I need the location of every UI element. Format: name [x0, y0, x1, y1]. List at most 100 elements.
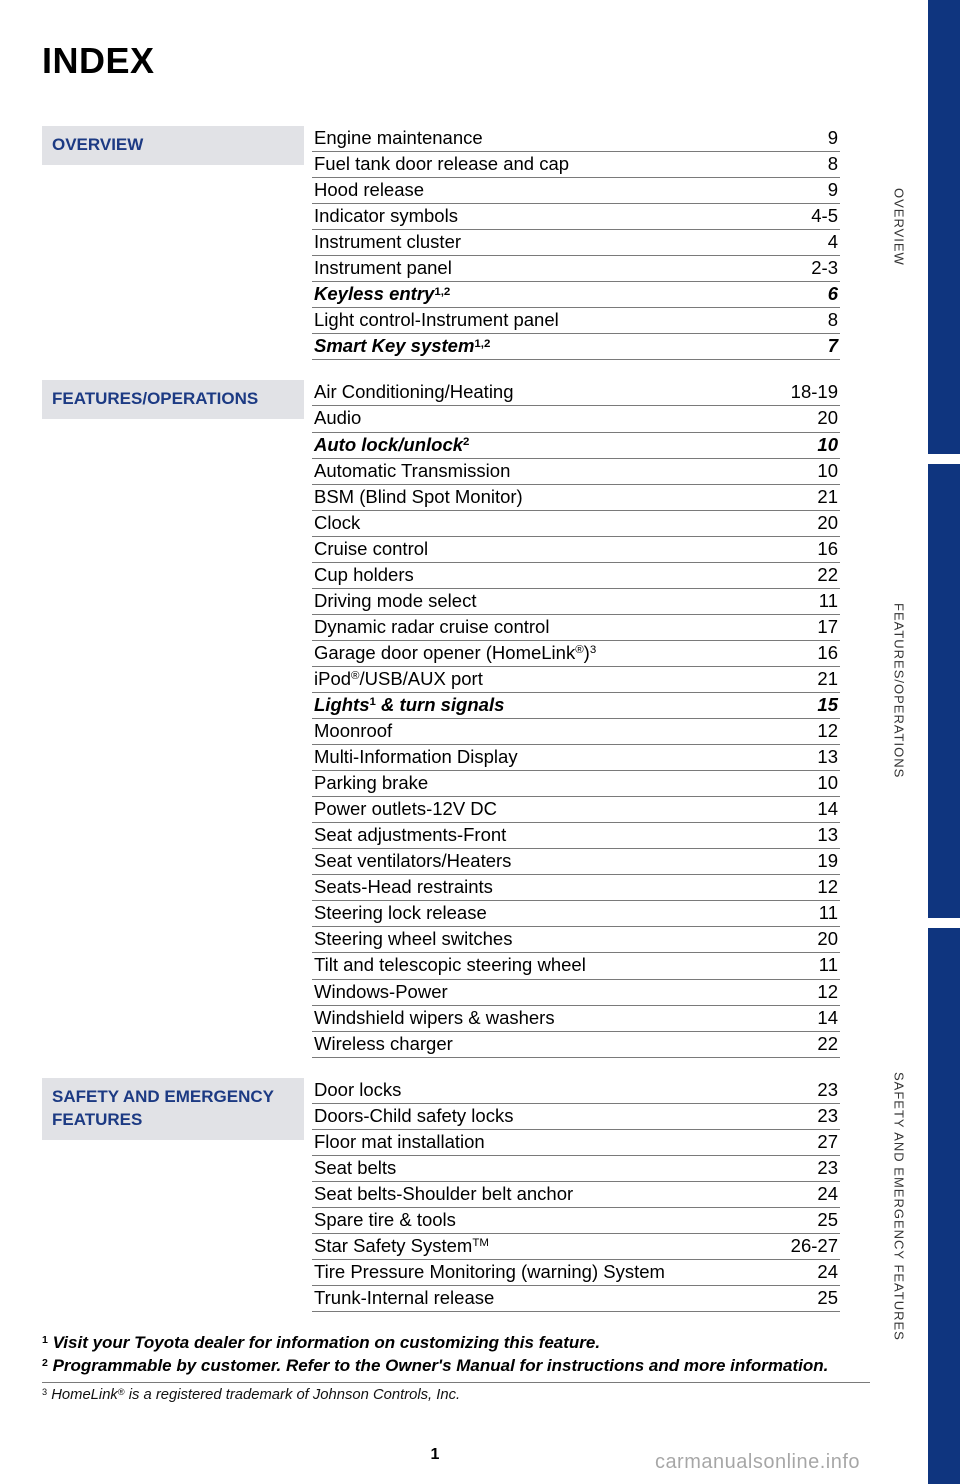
- index-entry: Door locks23: [312, 1078, 840, 1104]
- index-entry: Seat adjustments-Front13: [312, 823, 840, 849]
- page-title: INDEX: [42, 40, 870, 82]
- index-entry: Light control-Instrument panel8: [312, 308, 840, 334]
- side-blue-bar: [928, 928, 960, 1484]
- entry-page: 27: [778, 1130, 838, 1154]
- index-section: SAFETY AND EMERGENCY FEATURESDoor locks2…: [42, 1078, 870, 1312]
- entry-label: Auto lock/unlock2: [314, 433, 778, 457]
- entry-label: Multi-Information Display: [314, 745, 778, 769]
- entry-page: 22: [778, 1032, 838, 1056]
- side-blue-bar: [928, 464, 960, 918]
- entry-page: 26-27: [778, 1234, 838, 1258]
- entry-label: Driving mode select: [314, 589, 778, 613]
- section-entries: Door locks23Doors-Child safety locks23Fl…: [312, 1078, 870, 1312]
- entry-label: Fuel tank door release and cap: [314, 152, 778, 176]
- index-entry: Engine maintenance9: [312, 126, 840, 152]
- footnote: 1 Visit your Toyota dealer for informati…: [42, 1332, 840, 1354]
- entry-page: 14: [778, 797, 838, 821]
- index-entry: Seat ventilators/Heaters19: [312, 849, 840, 875]
- index-entry: Lights1 & turn signals15: [312, 693, 840, 719]
- entry-label: Windows-Power: [314, 980, 778, 1004]
- index-entry: Seat belts-Shoulder belt anchor24: [312, 1182, 840, 1208]
- entry-page: 13: [778, 823, 838, 847]
- side-tab-label: OVERVIEW: [892, 188, 907, 266]
- index-entry: Moonroof12: [312, 719, 840, 745]
- index-page: INDEX OVERVIEWEngine maintenance9Fuel ta…: [0, 0, 870, 1484]
- index-entry: Driving mode select11: [312, 589, 840, 615]
- entry-page: 9: [778, 178, 838, 202]
- entry-page: 23: [778, 1078, 838, 1102]
- section-entries: Air Conditioning/Heating18-19Audio20Auto…: [312, 380, 870, 1057]
- index-entry: Seats-Head restraints12: [312, 875, 840, 901]
- index-entry: Audio20: [312, 406, 840, 432]
- index-entry: Power outlets-12V DC14: [312, 797, 840, 823]
- entry-label: iPod®/USB/AUX port: [314, 667, 778, 691]
- entry-page: 20: [778, 511, 838, 535]
- entry-label: Trunk-Internal release: [314, 1286, 778, 1310]
- entry-label: Seat ventilators/Heaters: [314, 849, 778, 873]
- index-section: FEATURES/OPERATIONSAir Conditioning/Heat…: [42, 380, 870, 1057]
- index-entry: Floor mat installation27: [312, 1130, 840, 1156]
- side-blue-bar: [928, 0, 960, 454]
- index-entry: Indicator symbols4-5: [312, 204, 840, 230]
- entry-label: Star Safety SystemTM: [314, 1234, 778, 1258]
- side-tab-features: FEATURES/OPERATIONS: [870, 464, 928, 918]
- entry-page: 24: [778, 1260, 838, 1284]
- index-entry: Garage door opener (HomeLink®)316: [312, 641, 840, 667]
- side-tab-safety: SAFETY AND EMERGENCY FEATURES: [870, 928, 928, 1484]
- entry-page: 20: [778, 406, 838, 430]
- section-header: SAFETY AND EMERGENCY FEATURES: [42, 1078, 304, 1140]
- entry-label: Air Conditioning/Heating: [314, 380, 778, 404]
- index-entry: Windshield wipers & washers14: [312, 1006, 840, 1032]
- index-entry: Instrument panel2-3: [312, 256, 840, 282]
- entry-page: 15: [778, 693, 838, 717]
- index-entry: Hood release9: [312, 178, 840, 204]
- footnotes: 1 Visit your Toyota dealer for informati…: [42, 1332, 870, 1383]
- entry-page: 11: [778, 953, 838, 977]
- entry-label: Windshield wipers & washers: [314, 1006, 778, 1030]
- entry-page: 25: [778, 1286, 838, 1310]
- index-entry: Parking brake10: [312, 771, 840, 797]
- entry-page: 11: [778, 901, 838, 925]
- index-entry: Instrument cluster4: [312, 230, 840, 256]
- entry-page: 10: [778, 771, 838, 795]
- entry-label: Doors-Child safety locks: [314, 1104, 778, 1128]
- sections-container: OVERVIEWEngine maintenance9Fuel tank doo…: [42, 126, 870, 1312]
- index-entry: Fuel tank door release and cap8: [312, 152, 840, 178]
- entry-label: Spare tire & tools: [314, 1208, 778, 1232]
- index-entry: Keyless entry1,26: [312, 282, 840, 308]
- entry-page: 21: [778, 485, 838, 509]
- entry-label: Cruise control: [314, 537, 778, 561]
- entry-page: 12: [778, 980, 838, 1004]
- index-entry: Automatic Transmission10: [312, 459, 840, 485]
- entry-label: Moonroof: [314, 719, 778, 743]
- entry-page: 16: [778, 641, 838, 665]
- entry-label: Instrument panel: [314, 256, 778, 280]
- index-entry: BSM (Blind Spot Monitor)21: [312, 485, 840, 511]
- index-entry: Wireless charger22: [312, 1032, 840, 1058]
- entry-label: Audio: [314, 406, 778, 430]
- index-entry: Seat belts23: [312, 1156, 840, 1182]
- entry-page: 4: [778, 230, 838, 254]
- entry-label: Engine maintenance: [314, 126, 778, 150]
- entry-page: 12: [778, 875, 838, 899]
- index-entry: Auto lock/unlock210: [312, 433, 840, 459]
- entry-label: Door locks: [314, 1078, 778, 1102]
- index-entry: Spare tire & tools25: [312, 1208, 840, 1234]
- entry-label: Seat belts-Shoulder belt anchor: [314, 1182, 778, 1206]
- index-entry: Steering wheel switches20: [312, 927, 840, 953]
- entry-label: Garage door opener (HomeLink®)3: [314, 641, 778, 665]
- entry-label: Seat belts: [314, 1156, 778, 1180]
- entry-label: Tilt and telescopic steering wheel: [314, 953, 778, 977]
- index-entry: Doors-Child safety locks23: [312, 1104, 840, 1130]
- trademark-note: 3 HomeLink® is a registered trademark of…: [42, 1387, 870, 1403]
- entry-label: Smart Key system1,2: [314, 334, 778, 358]
- entry-page: 7: [778, 334, 838, 358]
- entry-page: 2-3: [778, 256, 838, 280]
- side-tab-label: SAFETY AND EMERGENCY FEATURES: [892, 1072, 907, 1341]
- index-entry: Tire Pressure Monitoring (warning) Syste…: [312, 1260, 840, 1286]
- entry-page: 13: [778, 745, 838, 769]
- index-entry: Steering lock release11: [312, 901, 840, 927]
- entry-page: 25: [778, 1208, 838, 1232]
- entry-page: 24: [778, 1182, 838, 1206]
- entry-label: Steering wheel switches: [314, 927, 778, 951]
